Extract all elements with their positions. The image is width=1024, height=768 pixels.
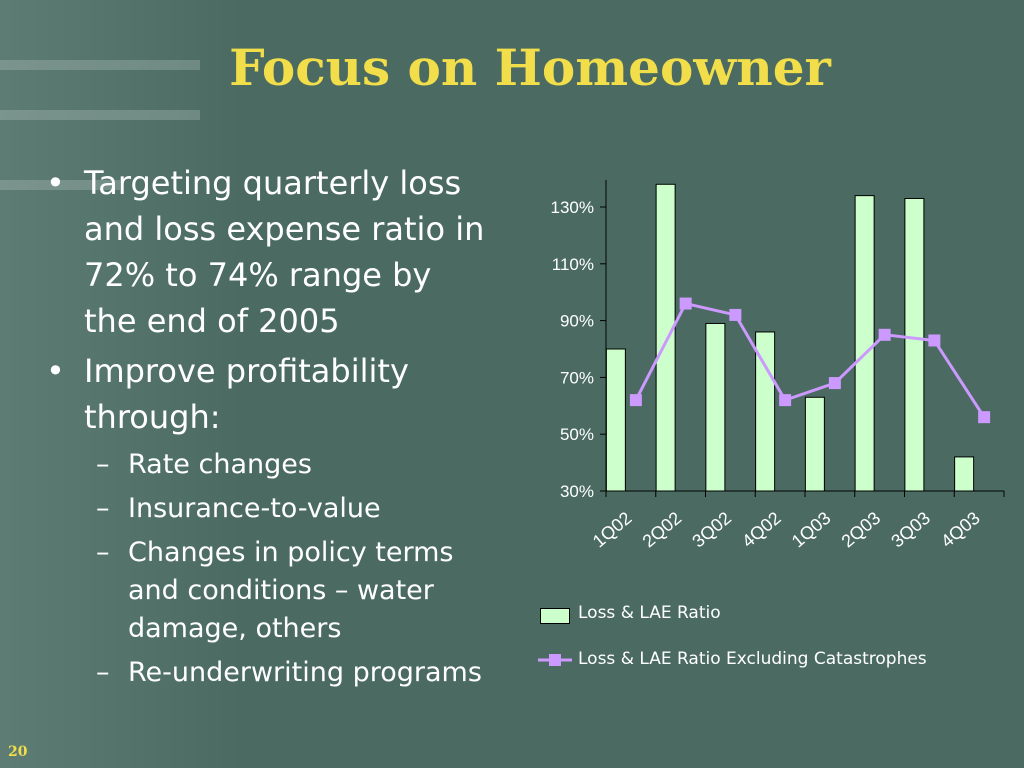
point-3Q02 [729,308,742,321]
point-3Q03 [928,334,941,347]
x-tick-label: 3Q03 [887,508,934,552]
legend-swatch-bar [540,608,570,624]
legend-label: Loss & LAE Ratio [578,603,721,623]
x-tick-label: 3Q02 [688,508,735,552]
y-tick-label: 30% [560,482,594,501]
bullet-line: Improve profitability [84,352,409,390]
x-tick-label: 1Q02 [589,508,636,552]
sub-bullet-rate-changes: – Rate changes [44,446,514,484]
series-line-excl-cat [634,301,986,418]
sub-bullet-insurance-to-value: – Insurance-to-value [44,490,514,528]
bullet-item-targeting: • Targeting quarterly loss and loss expe… [44,160,514,344]
background-photo [0,0,240,768]
bullet-list: • Targeting quarterly loss and loss expe… [44,160,514,692]
y-tick-label: 130% [551,198,594,217]
point-2Q03 [878,328,891,341]
x-tick-label: 4Q03 [937,508,984,552]
bar-2Q03 [854,195,875,492]
background-stripe [0,110,200,120]
bullet-line: Targeting quarterly loss [84,164,462,202]
background-stripe [0,60,200,70]
bar-3Q03 [904,197,925,492]
point-1Q02 [629,394,642,407]
point-1Q03 [828,377,841,390]
bullet-line: the end of 2005 [84,302,340,340]
bullet-line: 72% to 74% range by [84,256,432,294]
point-4Q02 [779,394,792,407]
x-tick-label: 4Q02 [738,508,785,552]
slide-number: 20 [8,744,28,760]
point-2Q02 [679,297,692,310]
bar-1Q02 [605,348,626,492]
y-tick-label: 50% [560,425,594,444]
bullet-item-profitability: • Improve profitability through: [44,348,514,440]
slide-title: Focus on Homeowner [229,38,831,97]
sub-bullet-line: Changes in policy terms [128,537,454,568]
dash-icon: – [96,449,110,480]
sub-bullet-line: Rate changes [128,449,312,480]
dash-icon: – [96,537,110,568]
dash-icon: – [96,657,110,688]
bullet-line: through: [84,398,221,436]
x-tick-label: 1Q03 [788,508,835,552]
background-stripe [0,180,120,190]
bar-3Q02 [705,322,726,492]
y-tick-label: 110% [552,255,594,274]
sub-bullet-line: Re-underwriting programs [128,657,482,688]
y-tick-label: 70% [560,368,594,387]
sub-bullet-line: and conditions – water [128,575,434,606]
sub-bullet-re-underwriting: – Re-underwriting programs [44,654,514,692]
bar-4Q03 [954,456,975,492]
sub-bullet-line: Insurance-to-value [128,493,381,524]
y-tick-label: 90% [560,312,594,331]
bullet-icon: • [46,352,65,390]
dash-icon: – [96,493,110,524]
x-tick-label: 2Q03 [838,508,885,552]
x-tick-label: 2Q02 [639,508,686,552]
point-4Q03 [978,411,991,424]
sub-bullet-line: damage, others [128,613,342,644]
sub-bullet-policy-terms: – Changes in policy terms and conditions… [44,534,514,648]
bar-2Q02 [655,183,676,492]
bullet-icon: • [46,164,65,202]
bar-1Q03 [804,396,825,492]
legend-label: Loss & LAE Ratio Excluding Catastrophes [578,649,927,669]
bullet-line: and loss expense ratio in [84,210,485,248]
legend-swatch-line [538,654,572,666]
